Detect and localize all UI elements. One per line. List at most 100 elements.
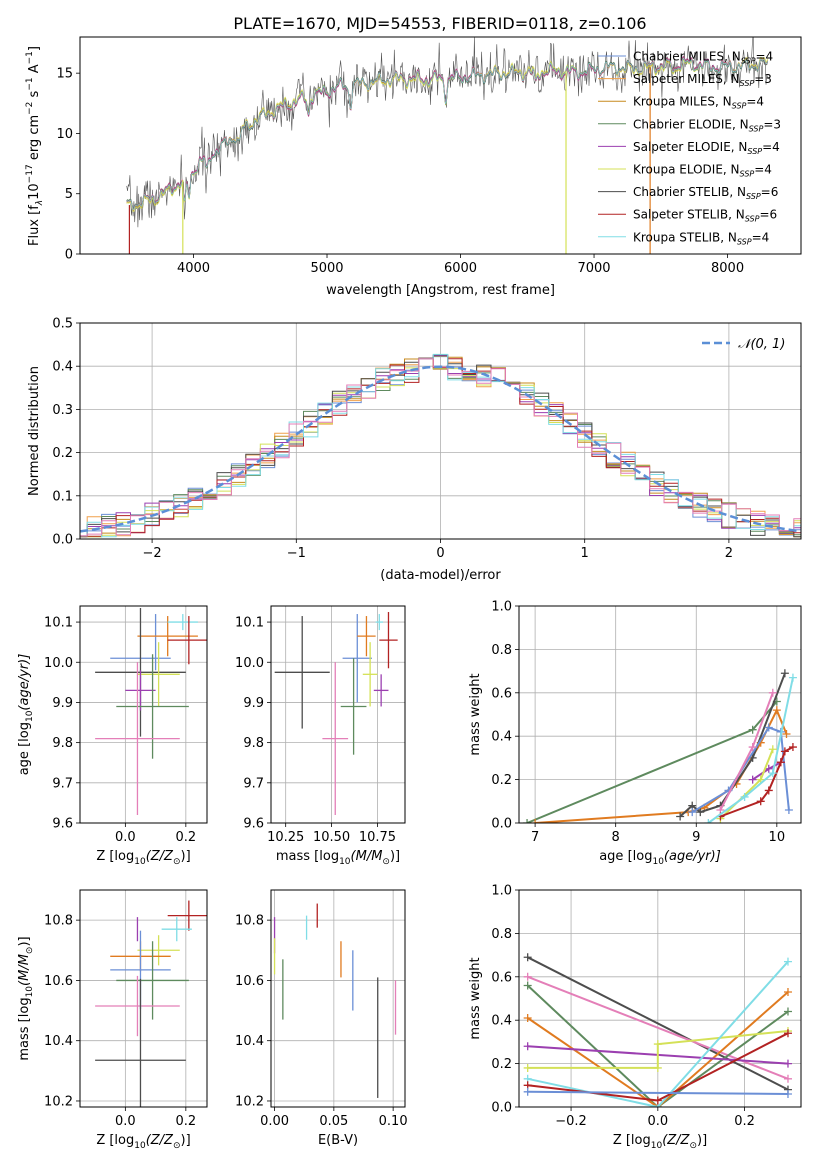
x-tick-label: 8000 [711, 261, 744, 276]
y-tick-label: 10.0 [44, 656, 73, 671]
mass-weight-series [526, 700, 778, 823]
grid [519, 605, 801, 824]
error-bars [95, 608, 207, 815]
x-tick-label: −0.2 [555, 1114, 587, 1129]
y-tick-label: 0.4 [491, 1014, 512, 1029]
x-tick-label: 0.2 [734, 1114, 755, 1129]
x-tick-label: 0.0 [647, 1114, 668, 1129]
legend-entry: Kroupa STELIB, NSSP=4 [633, 230, 769, 246]
y-axis-label: mass [log10(M/M⊙)] [17, 936, 35, 1060]
y-tick-label: 0.4 [491, 730, 512, 745]
error-bar [373, 674, 389, 707]
plus-marker [764, 786, 773, 795]
residual-histogram-series [80, 353, 801, 538]
ticks: 10.25 10.50 10.75 9.6 9.7 9.8 9.9 10.0 10.1 [235, 616, 396, 845]
plus-marker [523, 819, 532, 823]
y-tick-label: 0.0 [491, 1101, 512, 1116]
error-bar [357, 616, 376, 657]
x-tick-label: 6000 [444, 261, 477, 276]
ticks: −0.2 0.0 0.2 0.0 0.2 0.4 0.6 0.8 1.0 [491, 884, 755, 1130]
plus-marker [531, 819, 540, 823]
residual-histogram-series [80, 355, 801, 538]
plus-marker [653, 1096, 662, 1105]
mass-vs-metallicity-plot: 0.0 0.2 10.2 10.4 10.6 10.8 Z [log10(Z/Z⊙)] mas… [17, 889, 208, 1151]
y-tick-label: 9.8 [52, 736, 73, 751]
y-tick-label: 1.0 [491, 600, 512, 615]
y-tick-label: 9.6 [52, 817, 73, 832]
y-tick-label: 10 [56, 127, 73, 142]
plus-marker [740, 792, 749, 801]
mass-weight-series [527, 1090, 789, 1095]
x-tick-label: 0.2 [175, 1114, 196, 1129]
y-tick-label: 0.6 [491, 970, 512, 985]
y-tick-label: 10.2 [44, 1094, 73, 1109]
error-bar [116, 941, 189, 1020]
y-tick-label: 10.6 [44, 974, 73, 989]
figure-title: PLATE=1670, MJD=54553, FIBERID=0118, z=0… [233, 14, 646, 33]
error-bar [342, 614, 372, 703]
mass-weight-series [527, 991, 789, 1107]
y-tick-label: 10.8 [44, 914, 73, 929]
x-tick-label: 0.05 [319, 1114, 348, 1129]
y-axis-label: mass weight [468, 673, 483, 755]
x-tick-label: 0.10 [379, 1114, 408, 1129]
y-tick-label: 9.9 [243, 696, 264, 711]
x-axis-label: mass [log10(M/M⊙)] [276, 849, 400, 867]
x-axis-label: age [log10(age/yr)] [599, 849, 721, 867]
y-axis-label: Flux [fλ10−17 erg cm−2 s−1 A−1] [25, 46, 45, 246]
mass-weight-series [527, 1030, 789, 1069]
plus-marker [653, 1063, 662, 1072]
error-bar [274, 616, 330, 729]
plus-marker [783, 1007, 792, 1016]
y-axis-label: Normed distribution [27, 366, 42, 496]
plus-marker [748, 775, 757, 784]
y-tick-label: 10.1 [44, 616, 73, 631]
y-tick-label: 5 [65, 187, 73, 202]
y-tick-label: 0.8 [491, 927, 512, 942]
plus-marker [704, 819, 713, 823]
y-tick-label: 10.1 [235, 616, 264, 631]
error-bar [167, 614, 198, 631]
y-tick-label: 0.5 [52, 317, 73, 332]
y-tick-label: 10.0 [235, 656, 264, 671]
x-axis-label: (data-model)/error [380, 568, 501, 583]
x-tick-label: 10.25 [267, 830, 304, 845]
spectrum-plot: 4000 5000 6000 7000 8000 0 5 10 15 wavelength [An… [25, 36, 802, 298]
legend-entry: Salpeter MILES, NSSP=3 [633, 72, 772, 88]
x-tick-label: 10.50 [313, 830, 350, 845]
x-tick-label: 1 [581, 546, 589, 561]
x-tick-label: 7000 [577, 261, 610, 276]
x-axis-label: wavelength [Angstrom, rest frame] [326, 283, 555, 298]
plus-marker [756, 797, 765, 806]
x-tick-label: 0.0 [115, 1114, 136, 1129]
error-bar [379, 612, 398, 669]
axes-frame [518, 889, 802, 1108]
grid [80, 890, 207, 1107]
legend-entry: Salpeter ELODIE, NSSP=4 [633, 140, 780, 156]
plus-marker [523, 981, 532, 990]
error-bar [116, 654, 189, 759]
y-tick-label: 9.7 [243, 776, 264, 791]
legend-entry: Kroupa ELODIE, NSSP=4 [633, 163, 772, 179]
mass-vs-ebv-plot: 0.00 0.05 0.10 10.2 10.4 10.6 10.8 E(B-V) [235, 889, 408, 1148]
error-bars [273, 903, 397, 1098]
y-tick-label: 9.6 [243, 817, 264, 832]
plus-marker [768, 769, 777, 778]
legend-entry: Kroupa MILES, NSSP=4 [633, 95, 764, 111]
model-spectrum-line [126, 57, 768, 211]
axes-frame [79, 322, 802, 540]
plus-marker [783, 1089, 792, 1098]
normal-distribution-curve [80, 365, 801, 533]
y-tick-label: 0.8 [491, 643, 512, 658]
x-axis-label: E(B-V) [318, 1133, 358, 1148]
legend-entry: Chabrier ELODIE, NSSP=3 [633, 117, 781, 133]
error-bar [137, 616, 198, 657]
x-tick-label: −2 [143, 546, 162, 561]
y-tick-label: 9.8 [243, 736, 264, 751]
x-tick-label: 2 [725, 546, 733, 561]
residual-histogram-plot: −2 −1 0 1 2 0.0 0.1 0.2 0.3 0.4 0.5 (data-model)/er… [27, 317, 802, 583]
ticks: 7 8 9 10 0.0 0.2 0.4 0.6 0.8 1.0 [491, 600, 785, 846]
error-bar [167, 616, 207, 665]
y-tick-label: 0.2 [491, 773, 512, 788]
y-tick-label: 0.0 [52, 533, 73, 548]
